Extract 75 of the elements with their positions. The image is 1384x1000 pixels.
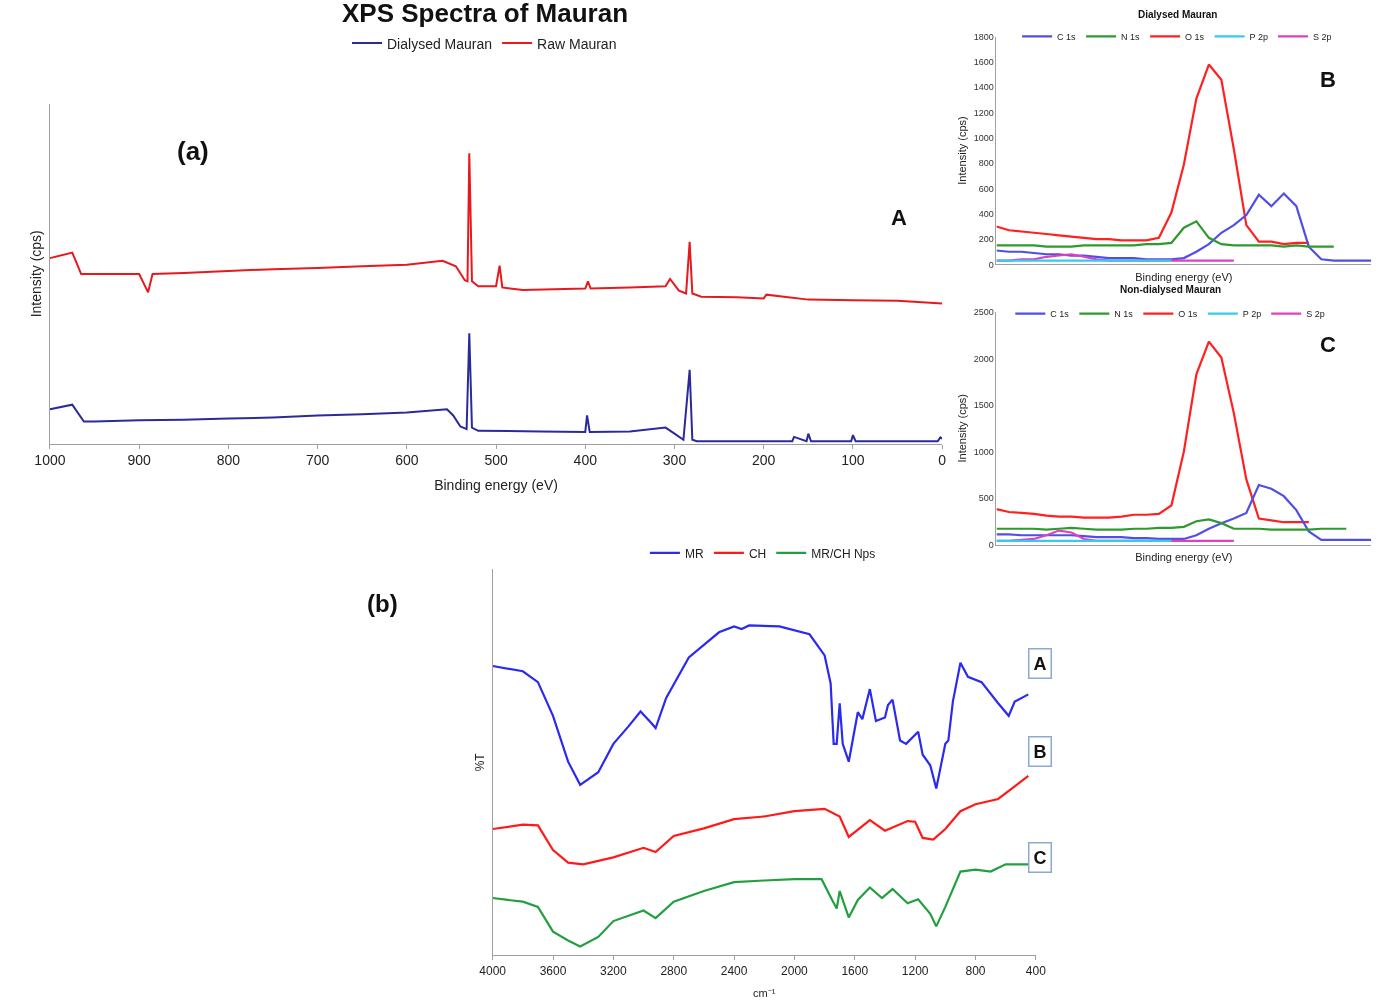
legend-label: O 1s: [1185, 31, 1205, 42]
x-tick-label: 200: [752, 452, 776, 469]
x-tick-label: 100: [841, 452, 865, 469]
text: (b): [367, 590, 398, 617]
x-tick-label: 900: [127, 452, 152, 469]
y-axis-title: Intensity (cps): [956, 116, 969, 185]
legend-label: P 2p: [1242, 309, 1262, 320]
annotation: A: [891, 205, 907, 230]
annotation: B: [1320, 67, 1336, 92]
chart-title: XPS Spectra of Mauran: [342, 0, 629, 28]
legend-label: N 1s: [1114, 309, 1134, 320]
annotation: (a): [177, 136, 209, 166]
y-tick-label: 1600: [973, 57, 994, 68]
legend-label: C 1s: [1050, 309, 1070, 320]
legend-label: S 2p: [1306, 309, 1325, 320]
y-axis-title: Intensity (cps): [27, 230, 44, 318]
annotation: B: [1033, 741, 1047, 762]
x-tick-label: 1000: [34, 452, 66, 469]
y-tick-label: 500: [978, 493, 994, 504]
annotation: C: [1033, 847, 1047, 868]
annotation: A: [1033, 653, 1047, 674]
line-series: [996, 340, 1310, 524]
x-axis-title: Binding energy (eV): [1135, 550, 1233, 563]
legend-label: P 2p: [1249, 31, 1268, 42]
legend-label: CH: [748, 546, 767, 561]
y-tick-label: 800: [978, 158, 994, 169]
x-tick-label: 600: [395, 452, 419, 469]
x-tick-label: 2000: [781, 963, 809, 978]
annotation: C: [1320, 332, 1336, 357]
y-tick-label: 1400: [973, 82, 994, 93]
x-tick-label: 300: [662, 452, 687, 469]
y-tick-label: 2500: [973, 307, 994, 318]
legend-label: Raw Mauran: [537, 35, 617, 52]
y-tick-label: 1000: [973, 133, 994, 144]
x-tick-label: 400: [1025, 963, 1047, 978]
y-axis-title: Intensity (cps): [956, 393, 969, 463]
legend-label: Dialysed Mauran: [387, 35, 493, 52]
x-tick-label: 400: [573, 452, 598, 469]
legend-label: MR: [684, 546, 704, 561]
line-series: [996, 63, 1310, 246]
y-axis-title: %T: [472, 752, 487, 772]
x-axis-title: cm⁻¹: [753, 987, 776, 999]
chart-title: Non-dialysed Mauran: [1120, 284, 1222, 295]
y-tick-label: 400: [978, 208, 994, 219]
y-tick-label: 1500: [973, 400, 994, 411]
y-tick-label: 0: [988, 259, 994, 270]
y-tick-label: 600: [978, 183, 994, 194]
line-series: [996, 518, 1348, 531]
x-tick-label: 1200: [901, 963, 929, 978]
legend-label: C 1s: [1057, 31, 1077, 42]
legend-label: S 2p: [1312, 31, 1332, 42]
y-tick-label: 1200: [973, 107, 994, 118]
line-series: [996, 192, 1372, 262]
x-tick-label: 2800: [660, 963, 688, 978]
x-tick-label: 500: [484, 452, 508, 469]
x-tick-label: 3200: [600, 963, 628, 978]
x-tick-label: 0: [938, 452, 947, 469]
chart-title: Dialysed Mauran: [1138, 9, 1218, 20]
x-axis-title: Binding energy (eV): [1135, 270, 1233, 283]
line-series: [996, 483, 1372, 541]
x-tick-label: 2400: [720, 963, 748, 978]
y-tick-label: 1800: [973, 31, 994, 42]
y-tick-label: 200: [978, 234, 994, 245]
x-tick-label: 700: [305, 452, 330, 469]
y-tick-label: 2000: [973, 353, 994, 364]
x-tick-label: 800: [216, 452, 241, 469]
y-tick-label: 0: [988, 539, 994, 550]
legend-label: MR/CH Nps: [811, 546, 876, 561]
x-tick-label: 3600: [539, 963, 567, 978]
x-tick-label: 4000: [479, 963, 507, 978]
legend-label: O 1s: [1178, 309, 1198, 320]
line-series: [996, 220, 1335, 248]
legend-label: N 1s: [1121, 31, 1141, 42]
x-tick-label: 1600: [841, 963, 869, 978]
x-axis-title: Binding energy (eV): [434, 476, 558, 493]
